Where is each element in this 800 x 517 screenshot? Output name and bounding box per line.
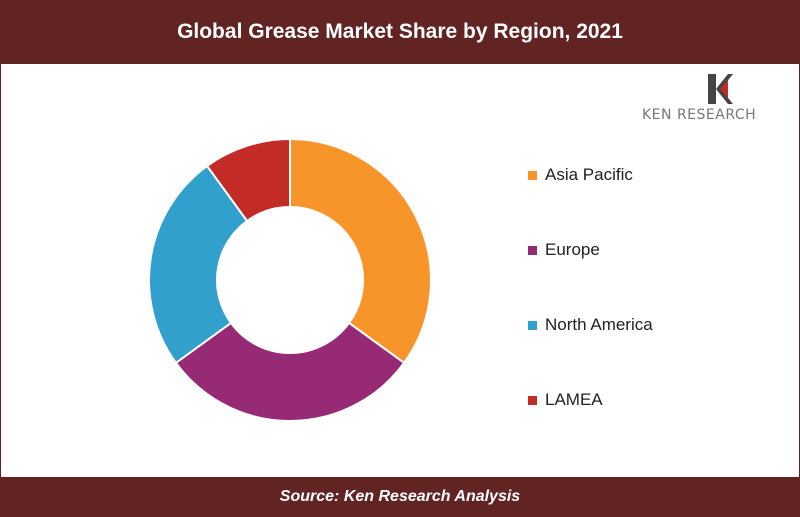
chart-title: Global Grease Market Share by Region, 20… xyxy=(177,20,623,43)
donut-chart xyxy=(148,137,432,422)
ken-research-logo-icon xyxy=(708,74,733,104)
legend-item-asia-pacific: Asia Pacific xyxy=(528,160,633,190)
legend-label: LAMEA xyxy=(545,390,603,409)
legend-swatch xyxy=(528,245,537,255)
legend-swatch xyxy=(528,170,537,180)
source-note: Source: Ken Research Analysis xyxy=(279,488,521,505)
header-bar: Global Grease Market Share by Region, 20… xyxy=(0,0,800,64)
legend-item-north-america: North America xyxy=(528,310,653,340)
ken-research-logo: KEN RESEARCH xyxy=(640,70,795,125)
legend-label: North America xyxy=(545,315,653,334)
legend-item-lamea: LAMEA xyxy=(528,385,603,415)
legend-item-europe: Europe xyxy=(528,235,600,265)
slice-lamea xyxy=(205,137,291,223)
slice-north-america xyxy=(148,164,249,365)
legend-label: Asia Pacific xyxy=(545,165,633,184)
legend-label: Europe xyxy=(545,240,600,259)
footer-bar: Source: Ken Research Analysis xyxy=(0,477,800,517)
logo-text: KEN RESEARCH xyxy=(642,107,757,123)
slice-asia-pacific xyxy=(289,137,432,365)
legend-swatch xyxy=(528,320,537,330)
legend-swatch xyxy=(528,395,537,405)
slice-europe xyxy=(174,321,406,422)
